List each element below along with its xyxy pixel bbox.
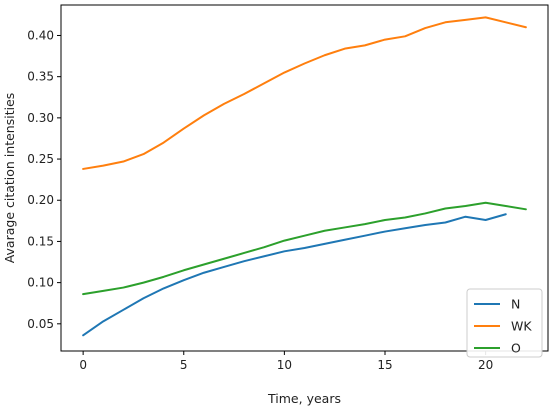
y-tick-label: 0.05 [27, 317, 54, 331]
x-tick-label: 0 [79, 358, 87, 372]
x-tick-label: 15 [377, 358, 392, 372]
legend-label-o: O [511, 341, 521, 356]
x-tick-label: 20 [478, 358, 493, 372]
series-layer [82, 16, 527, 337]
legend-items: N WK O [474, 297, 532, 356]
x-axis-label: Time, years [267, 391, 341, 406]
y-tick-label: 0.30 [27, 111, 54, 125]
y-tick-label: 0.35 [27, 70, 54, 84]
legend-label-n: N [511, 297, 520, 312]
x-tick-label: 5 [180, 358, 188, 372]
plot-frame [60, 4, 549, 352]
legend: N WK O [466, 288, 543, 358]
y-axis-ticks: 0.05 0.10 0.15 0.20 0.25 0.30 0.35 0.40 [27, 28, 61, 331]
y-tick-label: 0.15 [27, 234, 54, 248]
y-tick-label: 0.10 [27, 276, 54, 290]
y-tick-label: 0.20 [27, 193, 54, 207]
x-tick-label: 10 [277, 358, 292, 372]
legend-label-wk: WK [511, 319, 532, 334]
y-tick-label: 0.25 [27, 152, 54, 166]
x-axis-ticks: 0 5 10 15 20 [79, 351, 493, 372]
series-line-wk [82, 16, 527, 170]
legend-box [466, 288, 543, 358]
y-tick-label: 0.40 [27, 28, 54, 42]
series-line-o [82, 201, 527, 296]
series-line-n [82, 213, 507, 337]
y-axis-label: Avarage citation intensities [2, 93, 17, 264]
